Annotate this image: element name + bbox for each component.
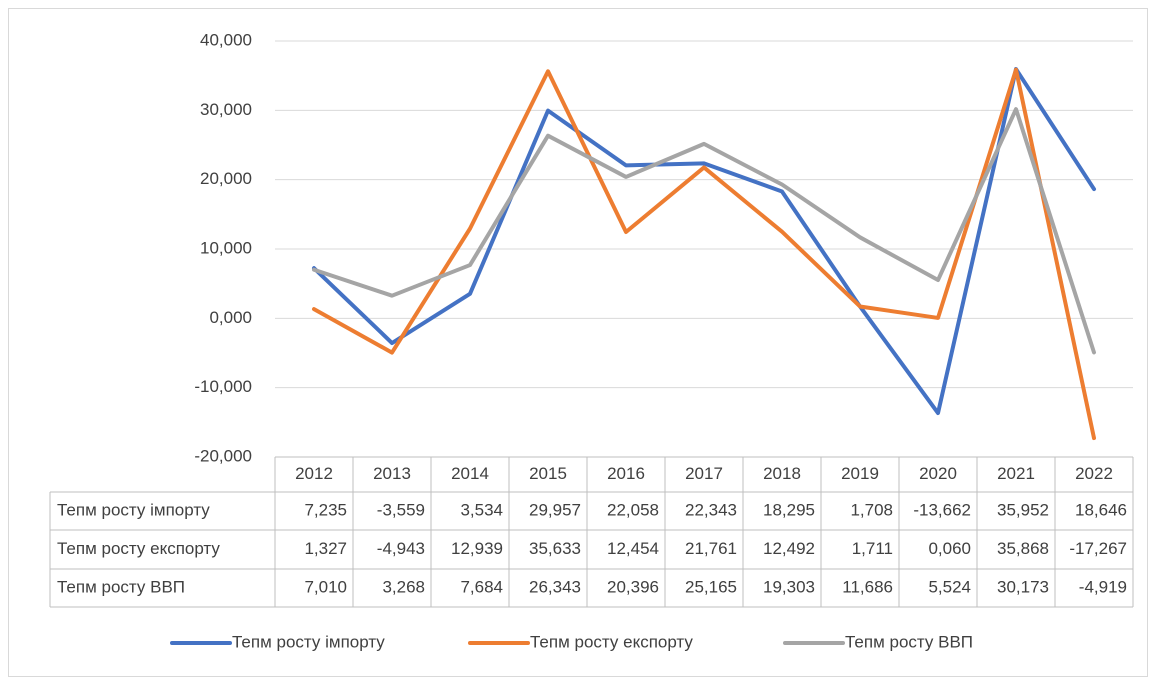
series-line	[312, 67, 1096, 416]
table-cell: 20,396	[607, 577, 659, 596]
table-cell: 35,868	[997, 539, 1049, 558]
table-cell: 1,327	[304, 539, 347, 558]
table-cell: 5,524	[928, 577, 971, 596]
legend-label: Тепм росту експорту	[530, 632, 693, 651]
x-tick-label: 2012	[295, 464, 333, 483]
table-cell: 11,686	[842, 577, 893, 596]
table-cell: 7,235	[304, 500, 347, 519]
table-cell: 12,454	[607, 539, 659, 558]
table-cell: -4,919	[1079, 577, 1127, 596]
table-cell: 12,492	[763, 539, 815, 558]
table-cell: 29,957	[529, 500, 581, 519]
x-tick-label: 2021	[997, 464, 1035, 483]
y-tick-label: 0,000	[209, 308, 252, 327]
table-cell: 22,058	[607, 500, 659, 519]
table-cell: 0,060	[928, 539, 971, 558]
legend-label: Тепм росту ВВП	[845, 632, 973, 651]
table-cell: 18,646	[1075, 500, 1127, 519]
x-tick-label: 2013	[373, 464, 411, 483]
x-tick-label: 2015	[529, 464, 567, 483]
table-cell: 35,952	[997, 500, 1049, 519]
series-line	[312, 107, 1096, 355]
table-cell: -3,559	[377, 500, 425, 519]
y-tick-label: 10,000	[200, 238, 252, 257]
table-cell: 7,010	[304, 577, 347, 596]
table-cell: 18,295	[763, 500, 815, 519]
y-tick-label: -20,000	[194, 446, 252, 465]
x-tick-label: 2017	[685, 464, 723, 483]
table-cell: 35,633	[529, 539, 581, 558]
y-tick-label: 20,000	[200, 169, 252, 188]
x-tick-label: 2016	[607, 464, 645, 483]
table-cell: 22,343	[685, 500, 737, 519]
table-cell: 19,303	[763, 577, 815, 596]
x-tick-label: 2018	[763, 464, 801, 483]
x-tick-label: 2020	[919, 464, 957, 483]
table-cell: 25,165	[685, 577, 737, 596]
table-cell: 7,684	[460, 577, 503, 596]
legend-label: Тепм росту імпорту	[232, 632, 385, 651]
table-row-label: Тепм росту ВВП	[57, 577, 185, 596]
series-line	[312, 67, 1096, 441]
table-cell: 1,708	[850, 500, 893, 519]
y-tick-label: 40,000	[200, 30, 252, 49]
table-cell: -4,943	[377, 539, 425, 558]
x-tick-label: 2014	[451, 464, 489, 483]
table-cell: -17,267	[1069, 539, 1127, 558]
table-cell: 3,534	[460, 500, 503, 519]
table-cell: 21,761	[685, 539, 737, 558]
table-row-label: Тепм росту імпорту	[57, 500, 210, 519]
table-cell: -13,662	[913, 500, 971, 519]
table-cell: 1,711	[852, 539, 893, 558]
table-row-label: Тепм росту експорту	[57, 539, 220, 558]
x-tick-label: 2022	[1075, 464, 1113, 483]
table-cell: 26,343	[529, 577, 581, 596]
y-tick-label: -10,000	[194, 377, 252, 396]
table-cell: 12,939	[451, 539, 503, 558]
x-tick-label: 2019	[841, 464, 879, 483]
table-cell: 3,268	[382, 577, 425, 596]
table-cell: 30,173	[997, 577, 1049, 596]
y-tick-label: 30,000	[200, 100, 252, 119]
